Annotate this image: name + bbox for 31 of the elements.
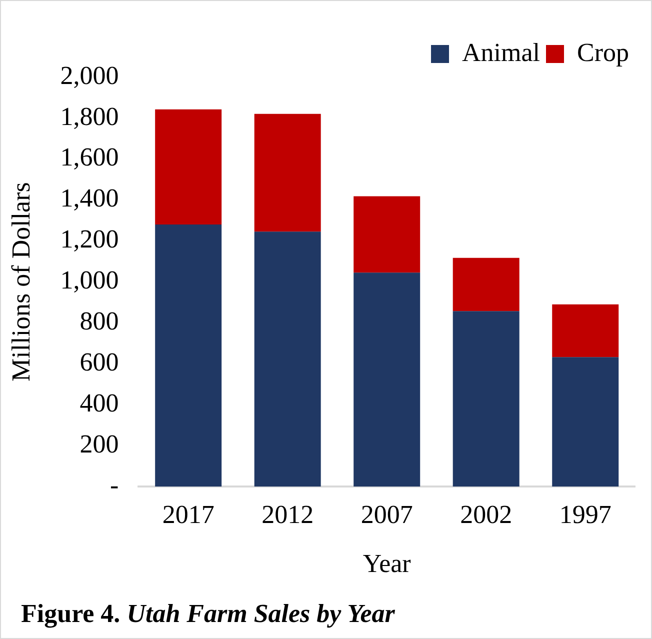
bar	[254, 232, 321, 487]
y-tick-label: 400	[80, 388, 119, 418]
x-axis-title: Year	[362, 549, 412, 578]
bar	[354, 272, 420, 487]
x-tick-label: 2007	[360, 500, 413, 530]
bar	[354, 196, 420, 273]
bar	[452, 258, 520, 312]
x-tick-label: 1997	[559, 500, 612, 530]
y-axis-title: Millions of Dollars	[6, 182, 36, 382]
x-tick-label: 2017	[162, 500, 214, 530]
bar	[452, 311, 520, 487]
y-tick-label: 800	[80, 306, 119, 336]
bar	[552, 357, 619, 487]
y-tick-label: 1,400	[60, 184, 119, 213]
y-tick-label: 2,000	[60, 60, 119, 90]
legend-label: Crop	[577, 38, 629, 67]
y-tick-label: 1,200	[60, 224, 119, 254]
y-tick-label: 1,800	[60, 102, 119, 131]
bar	[155, 224, 222, 487]
x-tick-label: 2012	[262, 500, 314, 530]
y-tick-label: 600	[80, 348, 119, 377]
y-tick-label: 200	[80, 429, 119, 458]
bar	[155, 109, 222, 224]
bar	[552, 304, 619, 358]
text: Figure 4. Utah Farm Sales by Year	[21, 599, 395, 628]
legend-label: Animal	[462, 38, 540, 67]
x-tick-label: 2002	[460, 500, 512, 530]
y-tick-label: 1,000	[60, 266, 119, 295]
y-tick-label: 1,600	[60, 142, 119, 172]
bar	[254, 114, 321, 232]
y-tick-label: -	[110, 470, 119, 500]
